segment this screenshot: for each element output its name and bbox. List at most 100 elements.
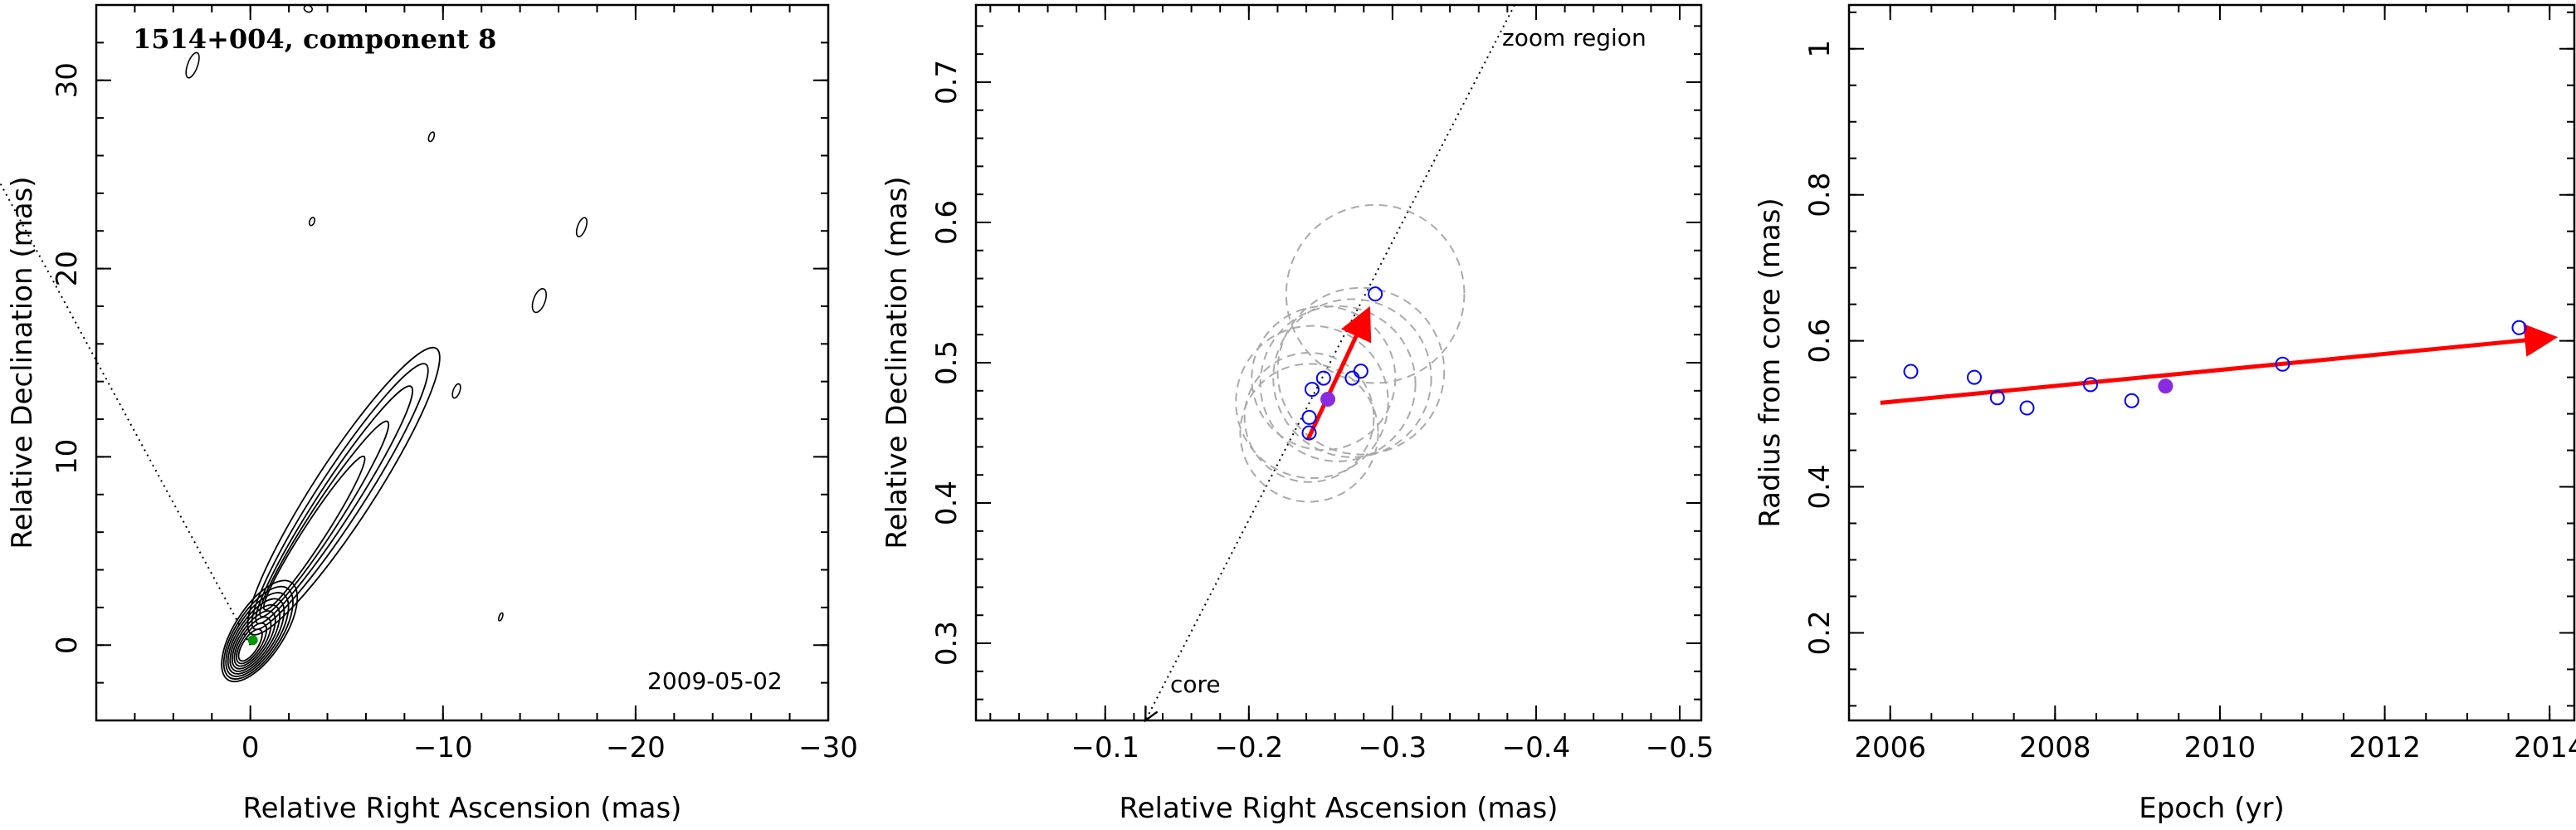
component-marker bbox=[247, 635, 258, 646]
panel1-y-axis-label: Relative Declination (mas) bbox=[6, 176, 39, 549]
panel1-title: 1514+004, component 8 bbox=[133, 23, 496, 55]
panel3-points bbox=[1903, 320, 2527, 416]
panel3-fit-arrow bbox=[1880, 324, 2559, 405]
jet-contour bbox=[262, 455, 366, 611]
x-tick-label: −10 bbox=[413, 731, 473, 764]
panel2-uncertainty-ellipses bbox=[1235, 203, 1466, 503]
radius-point bbox=[2275, 356, 2291, 372]
noise-contour bbox=[185, 51, 200, 79]
panel2-points bbox=[1301, 286, 1383, 441]
y-tick-label: 20 bbox=[51, 251, 84, 286]
noise-contour bbox=[308, 217, 316, 227]
x-tick-label: −0.2 bbox=[1215, 731, 1284, 764]
core-contour bbox=[221, 579, 299, 683]
current-epoch-point bbox=[1320, 391, 1336, 407]
panel3-y-axis-label: Radius from core (mas) bbox=[1754, 198, 1787, 527]
y-tick-label: 0.3 bbox=[930, 621, 964, 666]
panel2-frame bbox=[974, 3, 1703, 722]
noise-contour bbox=[575, 217, 588, 237]
x-tick-label: −30 bbox=[798, 731, 858, 764]
panel3-x-axis-label: Epoch (yr) bbox=[2139, 792, 2285, 825]
core-label: core bbox=[1170, 671, 1221, 698]
core-contour bbox=[231, 610, 276, 670]
panel1-contours bbox=[185, 4, 588, 683]
panel2-ticks: −0.1 −0.2 −0.3 −0.4 −0.5 0.3 0.4 0.5 0.6 0.7 bbox=[930, 5, 1714, 764]
y-tick-label: 10 bbox=[51, 439, 84, 475]
panel1-x-axis-label: Relative Right Ascension (mas) bbox=[243, 792, 682, 825]
panel2-x-axis-label: Relative Right Ascension (mas) bbox=[1120, 792, 1559, 825]
y-tick-label: 1 bbox=[1803, 40, 1837, 58]
jet-contour bbox=[246, 346, 441, 636]
fit-arrow bbox=[1880, 324, 2559, 405]
position-point bbox=[1301, 409, 1317, 425]
x-tick-label: −0.4 bbox=[1502, 731, 1571, 764]
x-tick-label: 2012 bbox=[2349, 731, 2421, 764]
jet-contour bbox=[255, 385, 413, 625]
uncertainty-ellipse bbox=[1276, 286, 1446, 456]
x-tick-label: 2006 bbox=[1854, 731, 1926, 764]
x-tick-label: −0.3 bbox=[1359, 731, 1427, 764]
panel2-y-axis-label: Relative Declination (mas) bbox=[881, 176, 914, 549]
core-contour bbox=[237, 628, 263, 662]
panel-radius-vs-epoch: 2006 2008 2010 2012 2014 0.2 0.4 0.6 0.8 1 Epoch … bbox=[1754, 3, 2576, 825]
uncertainty-ellipse bbox=[1243, 352, 1375, 483]
x-tick-label: −0.1 bbox=[1071, 731, 1139, 764]
panel1-date-label: 2009-05-02 bbox=[647, 667, 783, 695]
radius-point bbox=[2019, 400, 2035, 416]
position-point bbox=[1301, 425, 1317, 441]
radius-point bbox=[1966, 369, 1982, 385]
position-point bbox=[1353, 364, 1368, 379]
position-point bbox=[1304, 382, 1320, 398]
noise-contour bbox=[427, 131, 436, 143]
y-tick-label: 0.5 bbox=[930, 340, 964, 385]
y-tick-label: 0.4 bbox=[930, 481, 964, 525]
jet-contour bbox=[251, 363, 429, 631]
y-tick-label: 0.6 bbox=[930, 200, 964, 245]
noise-contour bbox=[498, 612, 504, 622]
jet-contour bbox=[259, 420, 390, 618]
uncertainty-ellipse bbox=[1272, 298, 1432, 458]
panel2-motion-arrow bbox=[1305, 305, 1372, 442]
panel1-ticks: 0 −10 −20 −30 0 10 20 30 bbox=[51, 4, 858, 764]
radius-point bbox=[2124, 393, 2139, 408]
core-direction-line bbox=[1145, 4, 1515, 720]
x-tick-label: 2008 bbox=[2019, 731, 2091, 764]
position-point bbox=[1368, 286, 1383, 302]
x-tick-label: −20 bbox=[606, 731, 666, 764]
zoom-region-label: zoom region bbox=[1502, 24, 1647, 51]
noise-contour bbox=[531, 288, 547, 314]
y-tick-label: 0 bbox=[51, 636, 84, 654]
panel3-frame bbox=[1847, 3, 2576, 722]
x-tick-label: 2014 bbox=[2514, 731, 2576, 764]
y-tick-label: 0.7 bbox=[930, 60, 964, 105]
radius-point bbox=[2083, 377, 2099, 393]
y-tick-label: 30 bbox=[51, 62, 84, 98]
radius-point bbox=[1989, 390, 2005, 406]
radius-point bbox=[1903, 364, 1919, 379]
noise-contour bbox=[451, 383, 461, 399]
x-tick-label: 0 bbox=[242, 731, 260, 764]
position-point bbox=[1315, 370, 1331, 386]
motion-arrow bbox=[1305, 305, 1372, 442]
y-tick-label: 0.4 bbox=[1803, 464, 1837, 509]
panel1-frame bbox=[95, 3, 830, 722]
y-tick-label: 0.8 bbox=[1803, 173, 1837, 217]
panel2-core-direction-line bbox=[1145, 4, 1515, 720]
core-contour bbox=[227, 598, 285, 675]
radius-point bbox=[2511, 320, 2527, 335]
uncertainty-ellipse bbox=[1285, 203, 1466, 384]
uncertainty-ellipse bbox=[1239, 363, 1379, 503]
panel3-ticks: 2006 2008 2010 2012 2014 0.2 0.4 0.6 0.8 1 bbox=[1803, 5, 2576, 764]
y-tick-label: 0.2 bbox=[1803, 610, 1837, 655]
x-tick-label: 2010 bbox=[2184, 731, 2256, 764]
uncertainty-ellipse bbox=[1251, 305, 1397, 452]
uncertainty-ellipse bbox=[1235, 325, 1389, 480]
current-epoch-point bbox=[2158, 378, 2174, 394]
x-tick-label: −0.5 bbox=[1646, 731, 1715, 764]
uncertainty-ellipse bbox=[1259, 305, 1417, 462]
core-contour bbox=[236, 622, 268, 665]
y-tick-label: 0.6 bbox=[1803, 319, 1837, 364]
position-point bbox=[1344, 370, 1360, 386]
